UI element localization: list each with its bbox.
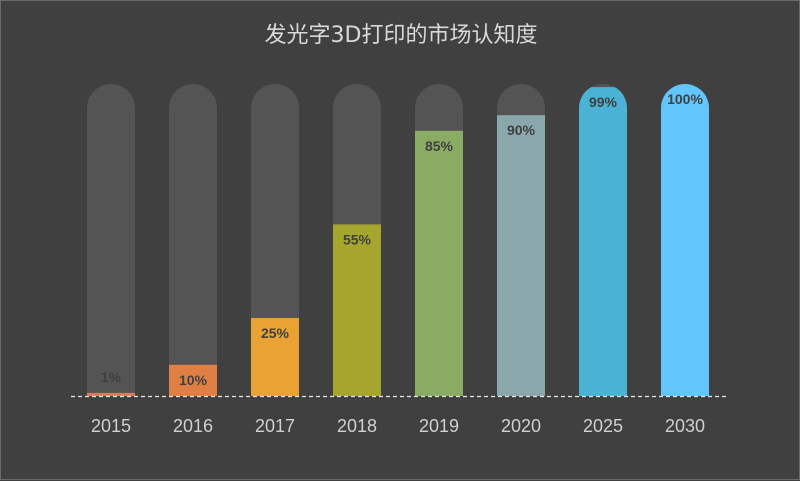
x-tick-label-2018: 2018	[337, 416, 377, 436]
data-label-2018: 55%	[343, 231, 372, 247]
bar-track-2016	[169, 84, 217, 396]
data-label-2025: 99%	[589, 94, 618, 110]
data-label-2015: 1%	[101, 369, 122, 385]
x-tick-label-2016: 2016	[173, 416, 213, 436]
chart-title: 发光字3D打印的市场认知度	[264, 23, 538, 48]
bar-track-2015	[87, 84, 135, 396]
data-label-2017: 25%	[261, 325, 290, 341]
bar-2017	[251, 318, 299, 396]
x-tick-label-2030: 2030	[665, 416, 705, 436]
data-label-2016: 10%	[179, 372, 208, 388]
bar-2015	[87, 392, 135, 396]
data-label-2020: 90%	[507, 122, 536, 138]
bar-2020	[497, 115, 545, 396]
x-tick-label-2015: 2015	[91, 416, 131, 436]
bar-2018	[333, 224, 381, 396]
x-tick-label-2020: 2020	[501, 416, 541, 436]
x-tick-label-2025: 2025	[583, 416, 623, 436]
x-tick-label-2019: 2019	[419, 416, 459, 436]
x-tick-label-2017: 2017	[255, 416, 295, 436]
bar-2019	[415, 130, 463, 397]
bar-2016	[169, 364, 217, 396]
bar-2025	[579, 87, 627, 396]
data-label-2019: 85%	[425, 138, 454, 154]
data-label-2030: 100%	[667, 91, 703, 107]
bar-2030	[661, 84, 709, 396]
